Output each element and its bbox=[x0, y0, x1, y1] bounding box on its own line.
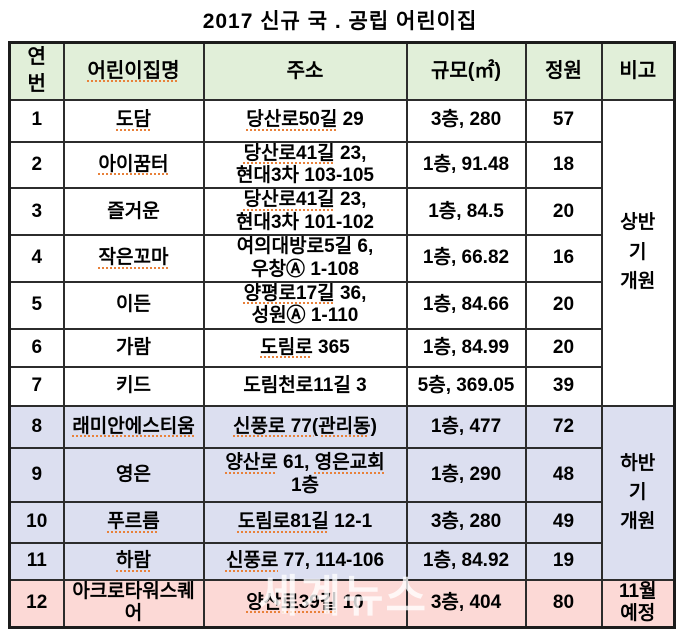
cell-size: 1층, 84.92 bbox=[405, 541, 527, 581]
cell-no: 7 bbox=[8, 365, 65, 407]
cell-size: 1층, 84.66 bbox=[405, 280, 527, 330]
cell-capacity: 57 bbox=[524, 98, 603, 143]
cell-no: 10 bbox=[8, 500, 65, 544]
cell-capacity: 49 bbox=[524, 500, 603, 544]
table-row: 10 푸르름 도림로81길 12-1 3층, 280 49 bbox=[8, 500, 675, 544]
cell-size: 1층, 477 bbox=[405, 404, 527, 449]
cell-name: 가람 bbox=[62, 327, 205, 368]
cell-capacity: 20 bbox=[524, 327, 603, 368]
cell-size: 5층, 369.05 bbox=[405, 365, 527, 407]
cell-no: 1 bbox=[8, 98, 65, 143]
cell-no: 5 bbox=[8, 280, 65, 330]
cell-size: 3층, 280 bbox=[405, 98, 527, 143]
cell-size: 1층, 84.5 bbox=[405, 187, 527, 237]
cell-name: 아크로타워스퀘어 bbox=[62, 578, 205, 629]
table-row: 9 영은 양산로 61, 영은교회 1층 1층, 290 48 bbox=[8, 446, 675, 503]
cell-address: 당산로41길 23, 현대3차 103-105 bbox=[202, 140, 408, 190]
col-header-capacity: 정원 bbox=[524, 41, 603, 101]
cell-address: 당산로41길 23, 현대3차 101-102 bbox=[202, 187, 408, 237]
page-title: 2017 신규 국 . 공립 어린이집 bbox=[202, 10, 478, 33]
cell-size: 1층, 91.48 bbox=[405, 140, 527, 190]
table-row: 11 하람 신풍로 77, 114-106 1층, 84.92 19 bbox=[8, 541, 675, 581]
col-header-note: 비고 bbox=[600, 41, 676, 101]
cell-no: 11 bbox=[8, 541, 65, 581]
table-row: 4 작은꼬마 여의대방로5길 6, 우창Ⓐ 1-108 1층, 66.82 16 bbox=[8, 234, 675, 283]
col-header-address: 주소 bbox=[202, 41, 408, 101]
cell-address: 양산로 61, 영은교회 1층 bbox=[202, 446, 408, 503]
cell-address: 신풍로 77, 114-106 bbox=[202, 541, 408, 581]
cell-name: 작은꼬마 bbox=[62, 234, 205, 283]
col-header-no: 연 번 bbox=[8, 41, 65, 101]
cell-name: 래미안에스티움 bbox=[62, 404, 205, 449]
cell-address: 도림로81길 12-1 bbox=[202, 500, 408, 544]
cell-address: 도림천로11길 3 bbox=[202, 365, 408, 407]
table-row: 2 아이꿈터 당산로41길 23, 현대3차 103-105 1층, 91.48… bbox=[8, 140, 675, 190]
table-row: 1 도담 당산로50길 29 3층, 280 57 상반 기 개원 bbox=[8, 98, 676, 407]
cell-name: 이든 bbox=[62, 280, 205, 330]
cell-capacity: 18 bbox=[524, 140, 603, 190]
cell-no: 2 bbox=[8, 140, 65, 190]
merged-note-first-half: 상반 기 개원 bbox=[600, 98, 676, 407]
table-row: 8 래미안에스티움 신풍로 77(관리동) 1층, 477 72 하반 기 개원 bbox=[8, 404, 676, 581]
cell-address: 여의대방로5길 6, 우창Ⓐ 1-108 bbox=[202, 234, 408, 283]
table-row: 5 이든 양평로17길 36, 성원Ⓐ 1-110 1층, 84.66 20 bbox=[8, 280, 675, 330]
table-row: 6 가람 도림로 365 1층, 84.99 20 bbox=[8, 327, 675, 368]
col-header-size: 규모(㎡) bbox=[405, 41, 527, 101]
cell-address: 양평로17길 36, 성원Ⓐ 1-110 bbox=[202, 280, 408, 330]
col-header-name: 어린이집명 bbox=[62, 41, 205, 101]
cell-no: 12 bbox=[8, 578, 65, 629]
cell-size: 1층, 66.82 bbox=[405, 234, 527, 283]
cell-address: 도림로 365 bbox=[202, 327, 408, 368]
cell-no: 4 bbox=[8, 234, 65, 283]
cell-capacity: 16 bbox=[524, 234, 603, 283]
cell-name: 푸르름 bbox=[62, 500, 205, 544]
cell-address: 신풍로 77(관리동) bbox=[202, 404, 408, 449]
cell-no: 9 bbox=[8, 446, 65, 503]
cell-name: 키드 bbox=[62, 365, 205, 407]
cell-capacity: 20 bbox=[524, 280, 603, 330]
cell-capacity: 48 bbox=[524, 446, 603, 503]
cell-capacity: 19 bbox=[524, 541, 603, 581]
daycare-table: 연 번 어린이집명 주소 규모(㎡) 정원 비고 1 도담 당산로50길 29 … bbox=[8, 41, 676, 629]
cell-name: 영은 bbox=[62, 446, 205, 503]
cell-no: 8 bbox=[8, 404, 65, 449]
cell-no: 6 bbox=[8, 327, 65, 368]
cell-capacity: 72 bbox=[524, 404, 603, 449]
cell-address: 양산로39길 10 bbox=[202, 578, 408, 629]
table-row: 12 아크로타워스퀘어 양산로39길 10 3층, 404 80 11월 예정 bbox=[8, 578, 676, 629]
cell-size: 3층, 280 bbox=[405, 500, 527, 544]
cell-size: 1층, 290 bbox=[405, 446, 527, 503]
table-row: 3 즐거운 당산로41길 23, 현대3차 101-102 1층, 84.5 2… bbox=[8, 187, 675, 237]
header-row: 연 번 어린이집명 주소 규모(㎡) 정원 비고 bbox=[8, 41, 676, 101]
cell-size: 3층, 404 bbox=[405, 578, 527, 629]
cell-address: 당산로50길 29 bbox=[202, 98, 408, 143]
cell-capacity: 39 bbox=[524, 365, 603, 407]
cell-name: 아이꿈터 bbox=[62, 140, 205, 190]
cell-capacity: 20 bbox=[524, 187, 603, 237]
cell-name: 하람 bbox=[62, 541, 205, 581]
cell-no: 3 bbox=[8, 187, 65, 237]
table-row: 7 키드 도림천로11길 3 5층, 369.05 39 bbox=[8, 365, 675, 407]
cell-name: 즐거운 bbox=[62, 187, 205, 237]
cell-size: 1층, 84.99 bbox=[405, 327, 527, 368]
cell-note: 11월 예정 bbox=[600, 578, 676, 629]
cell-capacity: 80 bbox=[524, 578, 603, 629]
cell-name: 도담 bbox=[62, 98, 205, 143]
merged-note-second-half: 하반 기 개원 bbox=[600, 404, 676, 581]
